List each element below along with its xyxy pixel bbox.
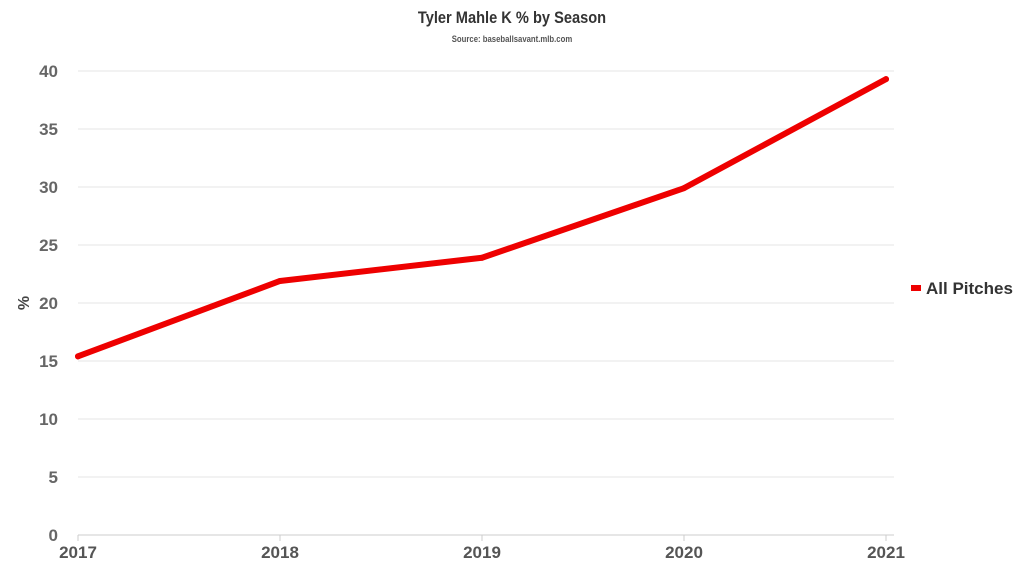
x-tick-label: 2020 — [665, 543, 703, 562]
chart-title: Tyler Mahle K % by Season — [417, 8, 607, 27]
x-tick-label: 2018 — [261, 543, 299, 562]
y-tick-label: 30 — [39, 178, 58, 197]
data-point — [75, 353, 81, 360]
y-tick-label: 15 — [39, 352, 58, 371]
y-tick-label: 25 — [39, 236, 58, 255]
data-point — [681, 185, 687, 192]
legend-label: All Pitches — [926, 279, 1013, 298]
data-point — [277, 277, 283, 284]
chart-subtitle: Source: baseballsavant.mlb.com — [451, 34, 573, 44]
y-tick-label: 20 — [39, 294, 58, 313]
y-tick-label: 5 — [49, 468, 58, 487]
series-line — [75, 76, 889, 360]
y-axis-label: % — [16, 296, 33, 310]
y-tick-label: 0 — [49, 526, 58, 545]
x-tick-label: 2017 — [59, 543, 97, 562]
x-tick-label: 2019 — [463, 543, 501, 562]
y-tick-label: 35 — [39, 120, 58, 139]
x-tick-label: 2021 — [867, 543, 905, 562]
data-point — [479, 254, 485, 261]
y-tick-label: 10 — [39, 410, 58, 429]
y-tick-label: 40 — [39, 62, 58, 81]
data-point — [883, 76, 889, 83]
